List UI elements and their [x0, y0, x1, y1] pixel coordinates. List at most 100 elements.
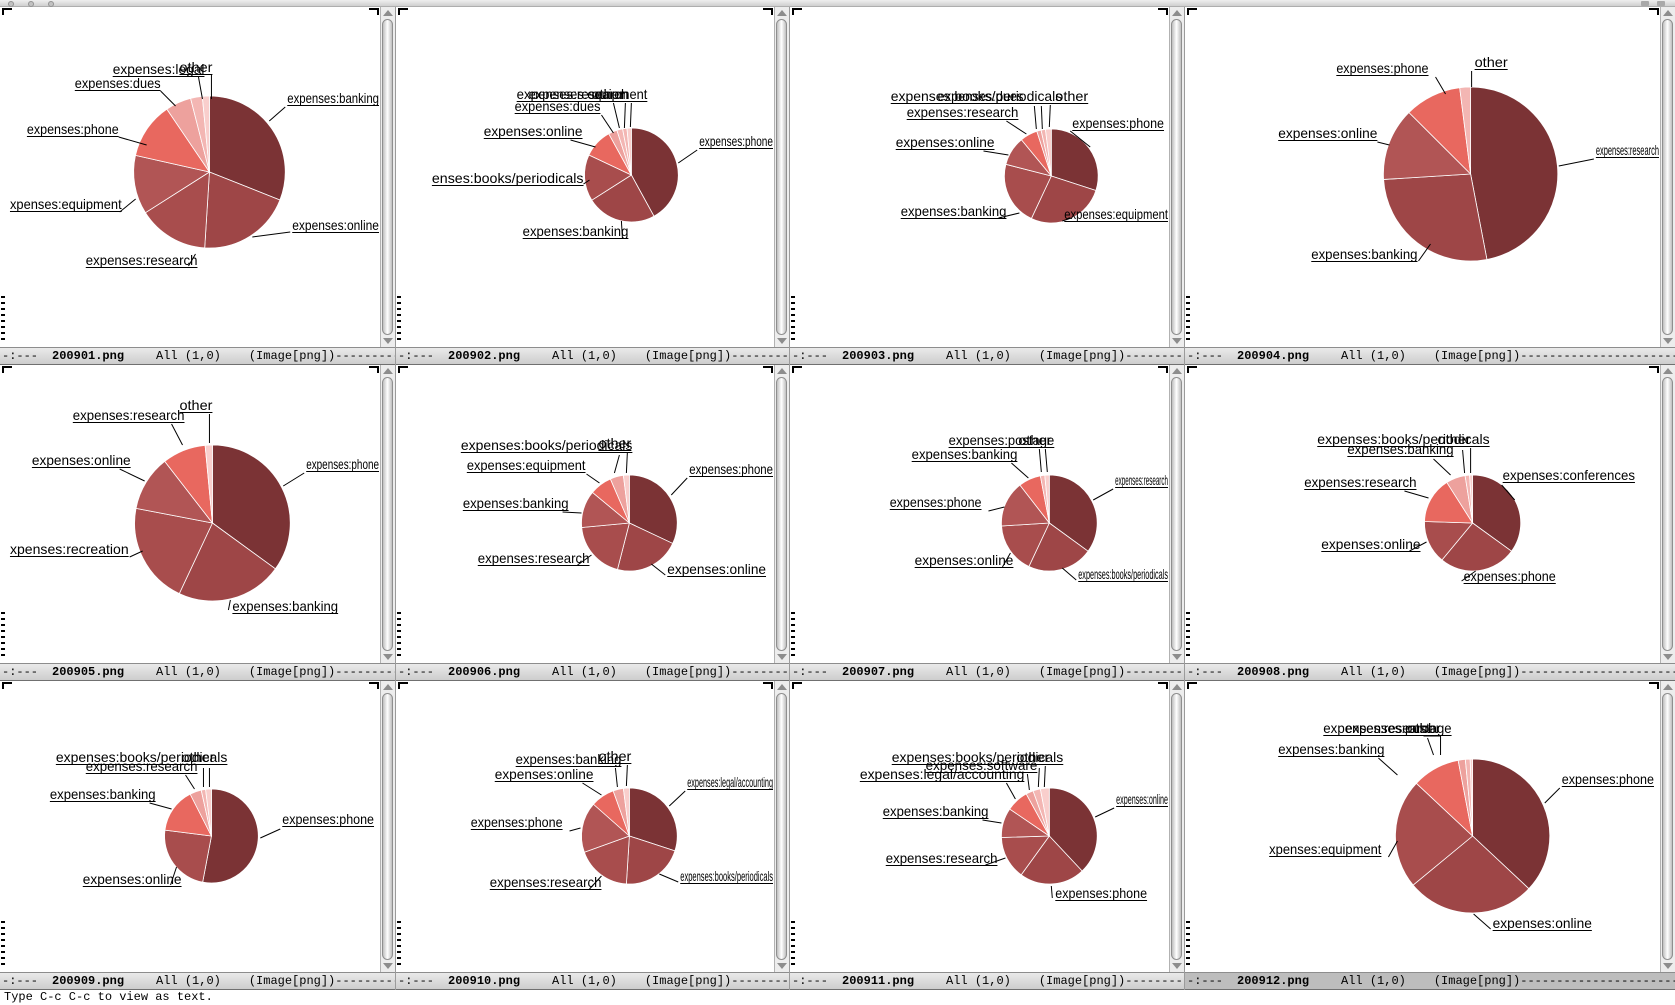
- modeline[interactable]: -:--- 200906.png All (1,0) (Image[png])----…: [396, 663, 789, 681]
- image-area[interactable]: expenses:research expenses:banking expense…: [1185, 7, 1660, 347]
- scroll-down-arrow-icon[interactable]: [777, 338, 787, 344]
- modeline[interactable]: -:--- 200901.png All (1,0) (Image[png])----…: [0, 347, 395, 365]
- scroll-down-arrow-icon[interactable]: [777, 654, 787, 660]
- image-area[interactable]: expenses:phone expenses:online expenses:ba…: [0, 681, 380, 972]
- scrollbar-thumb[interactable]: [382, 19, 393, 335]
- emacs-window-200902.png[interactable]: expenses:phone expenses:banking enses:book…: [396, 7, 790, 365]
- scrollbar-thumb[interactable]: [1171, 19, 1182, 335]
- image-area[interactable]: expenses:research expenses:books/periodic…: [790, 365, 1169, 663]
- minimize-button[interactable]: [28, 1, 34, 7]
- zoom-button[interactable]: [48, 1, 54, 7]
- modeline[interactable]: -:--- 200903.png All (1,0) (Image[png])----…: [790, 347, 1184, 365]
- vertical-scrollbar[interactable]: [1660, 7, 1675, 347]
- scrollbar-thumb[interactable]: [776, 19, 787, 335]
- scrollbar-thumb[interactable]: [1171, 693, 1182, 960]
- close-button[interactable]: [8, 1, 14, 7]
- modeline[interactable]: -:--- 200908.png All (1,0) (Image[png])----…: [1185, 663, 1675, 681]
- scrollbar-thumb[interactable]: [382, 693, 393, 960]
- scroll-up-arrow-icon[interactable]: [1172, 368, 1182, 374]
- image-area[interactable]: expenses:online expenses:phone expenses:re…: [790, 681, 1169, 972]
- scroll-up-arrow-icon[interactable]: [383, 368, 393, 374]
- window-titlebar[interactable]: [0, 0, 1675, 7]
- modeline[interactable]: -:--- 200905.png All (1,0) (Image[png])----…: [0, 663, 395, 681]
- label-leader-line: [1387, 840, 1398, 858]
- image-area[interactable]: expenses:phone expenses:equipment expenses…: [790, 7, 1169, 347]
- emacs-window-200907.png[interactable]: expenses:research expenses:books/periodic…: [790, 365, 1185, 681]
- vertical-scrollbar[interactable]: [380, 365, 395, 663]
- emacs-window-200912.png[interactable]: expenses:phone expenses:online xpenses:equ…: [1185, 681, 1675, 990]
- vertical-scrollbar[interactable]: [774, 365, 789, 663]
- scroll-down-arrow-icon[interactable]: [383, 338, 393, 344]
- scroll-up-arrow-icon[interactable]: [1172, 10, 1182, 16]
- scroll-down-arrow-icon[interactable]: [383, 963, 393, 969]
- scroll-up-arrow-icon[interactable]: [1172, 684, 1182, 690]
- image-area[interactable]: expenses:phone expenses:online expenses:re…: [396, 365, 774, 663]
- label-leader-line: [985, 857, 1006, 866]
- scroll-down-arrow-icon[interactable]: [1663, 963, 1673, 969]
- pie-slice: [1383, 173, 1488, 262]
- scroll-up-arrow-icon[interactable]: [1663, 684, 1673, 690]
- scroll-up-arrow-icon[interactable]: [383, 10, 393, 16]
- modeline[interactable]: -:--- 200912.png All (1,0) (Image[png])----…: [1185, 972, 1675, 990]
- scrollbar-thumb[interactable]: [1662, 377, 1673, 651]
- label-leader-line: [583, 179, 590, 185]
- scroll-up-arrow-icon[interactable]: [777, 684, 787, 690]
- image-area[interactable]: expenses:phone expenses:banking xpenses:re…: [0, 365, 380, 663]
- vertical-scrollbar[interactable]: [1169, 681, 1184, 972]
- scroll-up-arrow-icon[interactable]: [1663, 10, 1673, 16]
- scroll-up-arrow-icon[interactable]: [383, 684, 393, 690]
- image-area[interactable]: expenses:legal/accounting expenses:books/…: [396, 681, 774, 972]
- modeline[interactable]: -:--- 200902.png All (1,0) (Image[png])----…: [396, 347, 789, 365]
- emacs-window-200905.png[interactable]: expenses:phone expenses:banking xpenses:re…: [0, 365, 396, 681]
- scrollbar-thumb[interactable]: [382, 377, 393, 651]
- image-area[interactable]: expenses:phone expenses:online xpenses:equ…: [1185, 681, 1660, 972]
- pie-chart-image: expenses:phone expenses:banking enses:book…: [431, 87, 774, 239]
- vertical-scrollbar[interactable]: [380, 7, 395, 347]
- vertical-scrollbar[interactable]: [1660, 681, 1675, 972]
- emacs-window-200910.png[interactable]: expenses:legal/accounting expenses:books/…: [396, 681, 790, 990]
- scroll-down-arrow-icon[interactable]: [1172, 654, 1182, 660]
- vertical-scrollbar[interactable]: [774, 7, 789, 347]
- pie-slice: [583, 835, 630, 885]
- emacs-window-200906.png[interactable]: expenses:phone expenses:online expenses:re…: [396, 365, 790, 681]
- vertical-scrollbar[interactable]: [1169, 365, 1184, 663]
- image-area[interactable]: expenses:banking expenses:online expenses:…: [0, 7, 380, 347]
- scroll-down-arrow-icon[interactable]: [1663, 654, 1673, 660]
- emacs-window-200901.png[interactable]: expenses:banking expenses:online expenses:…: [0, 7, 396, 365]
- scrollbar-thumb[interactable]: [1662, 693, 1673, 960]
- pie-label: expenses:banking: [883, 804, 989, 819]
- vertical-scrollbar[interactable]: [1660, 365, 1675, 663]
- image-area[interactable]: expenses:phone expenses:banking enses:book…: [396, 7, 774, 347]
- modeline[interactable]: -:--- 200909.png All (1,0) (Image[png])----…: [0, 972, 395, 990]
- scroll-down-arrow-icon[interactable]: [777, 963, 787, 969]
- scroll-up-arrow-icon[interactable]: [1663, 368, 1673, 374]
- emacs-window-200909.png[interactable]: expenses:phone expenses:online expenses:ba…: [0, 681, 396, 990]
- scroll-down-arrow-icon[interactable]: [383, 654, 393, 660]
- pie-label: other: [1016, 750, 1049, 765]
- emacs-window-200904.png[interactable]: expenses:research expenses:banking expense…: [1185, 7, 1675, 365]
- scrollbar-thumb[interactable]: [1171, 377, 1182, 651]
- emacs-window-200908.png[interactable]: expenses:conferences expenses:phone expens…: [1185, 365, 1675, 681]
- vertical-scrollbar[interactable]: [1169, 7, 1184, 347]
- vertical-scrollbar[interactable]: [380, 681, 395, 972]
- modeline[interactable]: -:--- 200907.png All (1,0) (Image[png])----…: [790, 663, 1184, 681]
- modeline[interactable]: -:--- 200904.png All (1,0) (Image[png])----…: [1185, 347, 1675, 365]
- scroll-up-arrow-icon[interactable]: [777, 10, 787, 16]
- image-area[interactable]: expenses:conferences expenses:phone expens…: [1185, 365, 1660, 663]
- scroll-down-arrow-icon[interactable]: [1663, 338, 1673, 344]
- modeline[interactable]: -:--- 200911.png All (1,0) (Image[png])----…: [790, 972, 1184, 990]
- pie-slice: [584, 154, 632, 201]
- scroll-down-arrow-icon[interactable]: [1172, 963, 1182, 969]
- scroll-down-arrow-icon[interactable]: [1172, 338, 1182, 344]
- scrollbar-thumb[interactable]: [1662, 19, 1673, 335]
- modeline[interactable]: -:--- 200910.png All (1,0) (Image[png])----…: [396, 972, 789, 990]
- pie-label: expenses:phone: [306, 457, 379, 472]
- pie-label: expenses:online: [896, 135, 995, 150]
- scroll-up-arrow-icon[interactable]: [777, 368, 787, 374]
- emacs-window-200911.png[interactable]: expenses:online expenses:phone expenses:re…: [790, 681, 1185, 990]
- vertical-scrollbar[interactable]: [774, 681, 789, 972]
- pie-label: expenses:dues: [75, 76, 161, 91]
- scrollbar-thumb[interactable]: [776, 377, 787, 651]
- emacs-window-200903.png[interactable]: expenses:phone expenses:equipment expenses…: [790, 7, 1185, 365]
- scrollbar-thumb[interactable]: [776, 693, 787, 960]
